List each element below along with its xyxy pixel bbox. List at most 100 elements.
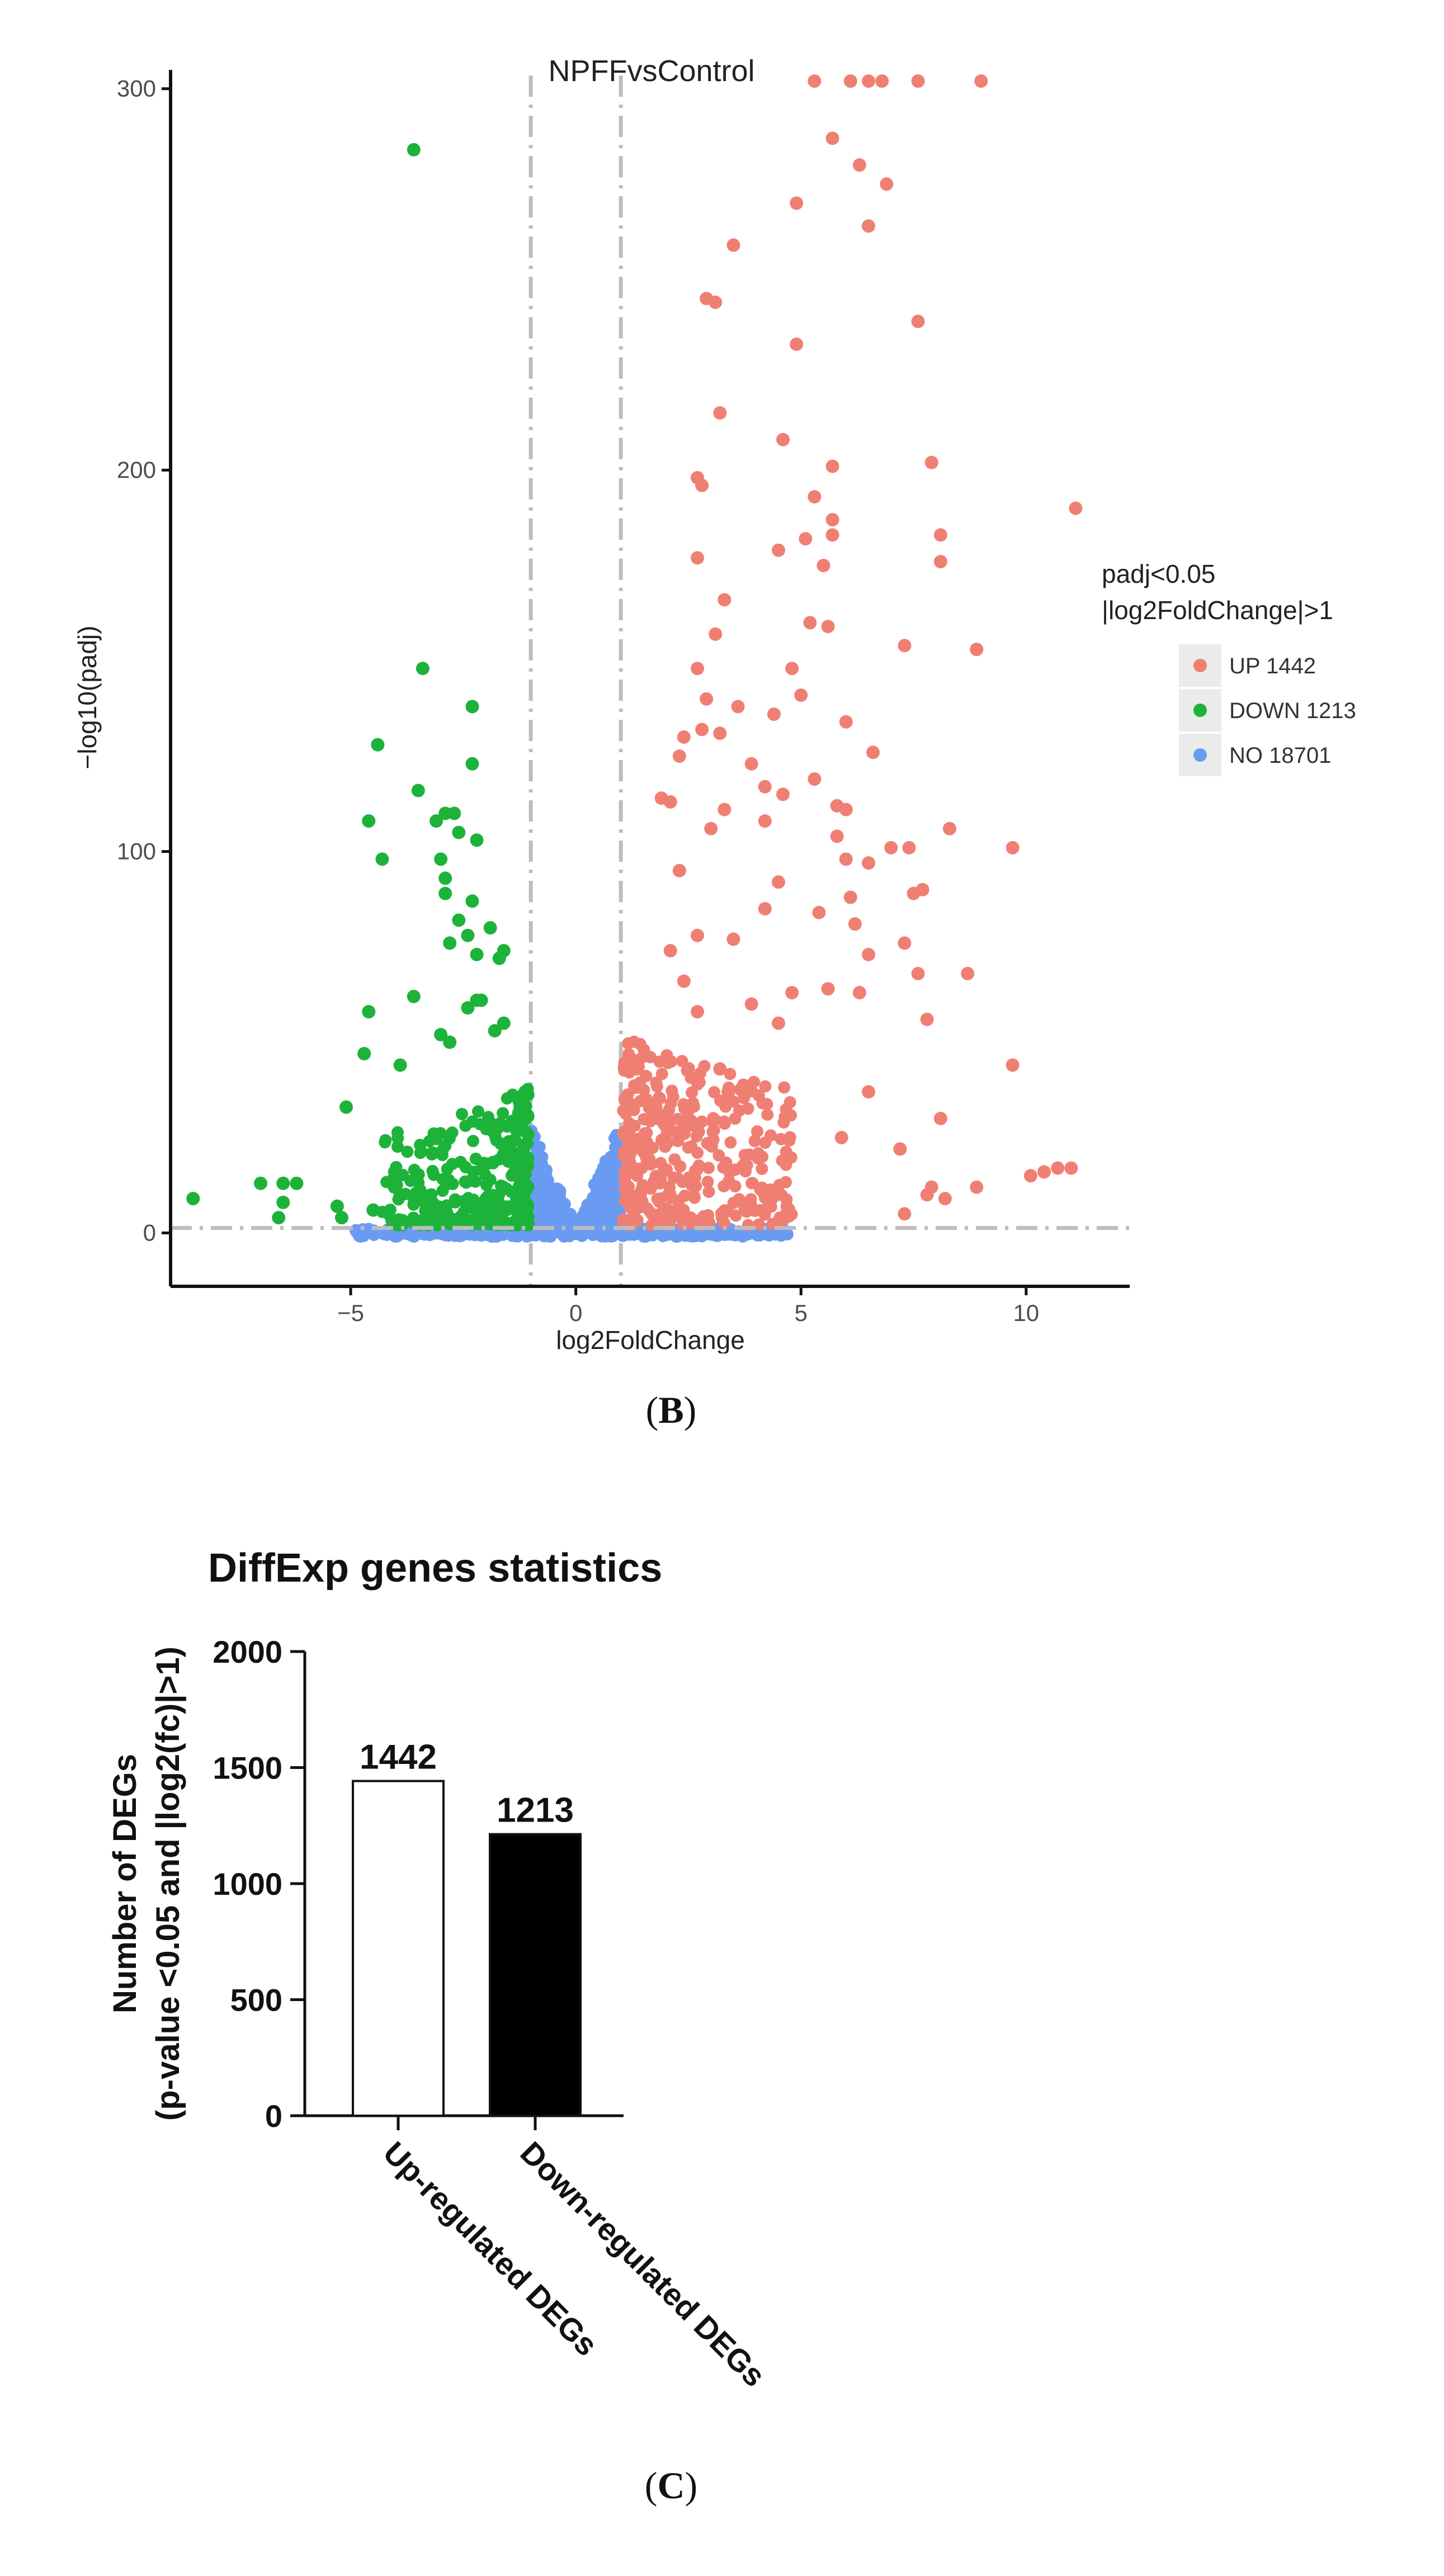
point-down — [433, 1200, 446, 1213]
point-up — [751, 1125, 763, 1138]
point-up — [672, 864, 686, 877]
point-down — [518, 1085, 531, 1098]
point-down — [366, 1203, 380, 1217]
point-up — [688, 1191, 701, 1204]
point-no — [598, 1190, 611, 1203]
point-down — [484, 1173, 497, 1186]
point-up — [1069, 501, 1083, 515]
point-down — [272, 1211, 286, 1225]
point-up — [707, 1124, 720, 1137]
point-up — [748, 1135, 761, 1148]
point-up — [700, 692, 714, 706]
point-down — [438, 886, 452, 900]
point-up — [862, 219, 876, 233]
point-up — [1064, 1161, 1078, 1175]
point-up — [830, 829, 844, 843]
y-axis-label: −log10(padj) — [73, 625, 102, 769]
point-down — [457, 1195, 470, 1207]
point-down — [427, 1168, 440, 1181]
point-down — [447, 806, 461, 820]
point-no — [599, 1166, 612, 1179]
point-up — [745, 1200, 758, 1212]
point-up — [620, 1107, 633, 1120]
point-down — [501, 1092, 513, 1105]
point-up — [862, 856, 876, 870]
point-down — [465, 757, 479, 771]
point-up — [852, 158, 866, 172]
point-up — [821, 982, 835, 996]
point-no — [543, 1197, 556, 1210]
point-down — [494, 1138, 507, 1150]
point-up — [702, 1185, 715, 1198]
point-up — [924, 1180, 938, 1194]
point-down — [417, 1212, 430, 1225]
point-up — [784, 1131, 796, 1144]
point-no — [608, 1159, 621, 1172]
point-down — [467, 1193, 480, 1206]
point-up — [765, 1200, 777, 1213]
point-down — [461, 928, 475, 942]
point-up — [758, 902, 772, 916]
point-up — [916, 883, 929, 897]
point-down — [436, 1144, 449, 1157]
point-up — [911, 966, 925, 980]
point-up — [623, 1066, 636, 1079]
point-down — [391, 1126, 404, 1139]
point-up — [942, 822, 956, 836]
point-down — [393, 1058, 407, 1072]
point-down — [456, 1107, 469, 1120]
point-up — [771, 543, 785, 557]
bar-up-regulated — [352, 1780, 445, 2117]
point-down — [446, 1126, 459, 1139]
chart-title: NPFFvsControl — [548, 54, 754, 88]
point-up — [1037, 1165, 1051, 1179]
point-down — [522, 1210, 535, 1223]
point-no — [544, 1183, 557, 1196]
point-down — [380, 1176, 393, 1188]
point-down — [186, 1192, 200, 1206]
point-down — [492, 1121, 505, 1134]
point-down — [470, 947, 484, 961]
point-down — [434, 852, 448, 866]
y-tick-label: 2000 — [213, 1634, 282, 1669]
point-no — [456, 1229, 469, 1242]
point-down — [465, 894, 479, 908]
point-up — [777, 1116, 790, 1129]
point-up — [1006, 1058, 1020, 1072]
volcano-plot: −5 0 5 100100200300NPFFvsControllog2FoldCha… — [73, 54, 1356, 1353]
point-up — [653, 1055, 666, 1068]
point-up — [649, 1169, 662, 1182]
point-down — [522, 1159, 535, 1172]
point-down — [506, 1135, 519, 1148]
point-down — [507, 1167, 520, 1180]
point-down — [482, 1157, 495, 1170]
point-no — [599, 1200, 612, 1212]
point-up — [621, 1054, 634, 1067]
point-down — [443, 936, 457, 950]
point-up — [778, 1081, 791, 1094]
point-down — [330, 1199, 344, 1213]
point-no — [509, 1230, 522, 1243]
point-up — [773, 1178, 786, 1191]
point-up — [790, 196, 804, 210]
legend-swatch-no — [1193, 748, 1207, 762]
point-up — [726, 238, 740, 252]
point-up — [721, 1086, 734, 1098]
point-down — [493, 1196, 506, 1209]
point-down — [401, 1145, 414, 1158]
point-up — [852, 985, 866, 999]
point-up — [678, 1123, 691, 1136]
point-no — [699, 1228, 711, 1241]
point-down — [438, 871, 452, 885]
bar-chart: DiffExp genes statistics 0 500 1000 1500 2000… — [107, 1546, 772, 2394]
point-up — [911, 314, 925, 328]
point-up — [933, 1111, 947, 1125]
point-down — [426, 1146, 439, 1159]
point-up — [634, 1140, 647, 1153]
point-up — [634, 1076, 647, 1089]
point-up — [713, 406, 727, 420]
point-up — [902, 841, 916, 855]
point-up — [691, 662, 705, 676]
point-up — [716, 1214, 729, 1227]
point-up — [685, 1086, 698, 1099]
